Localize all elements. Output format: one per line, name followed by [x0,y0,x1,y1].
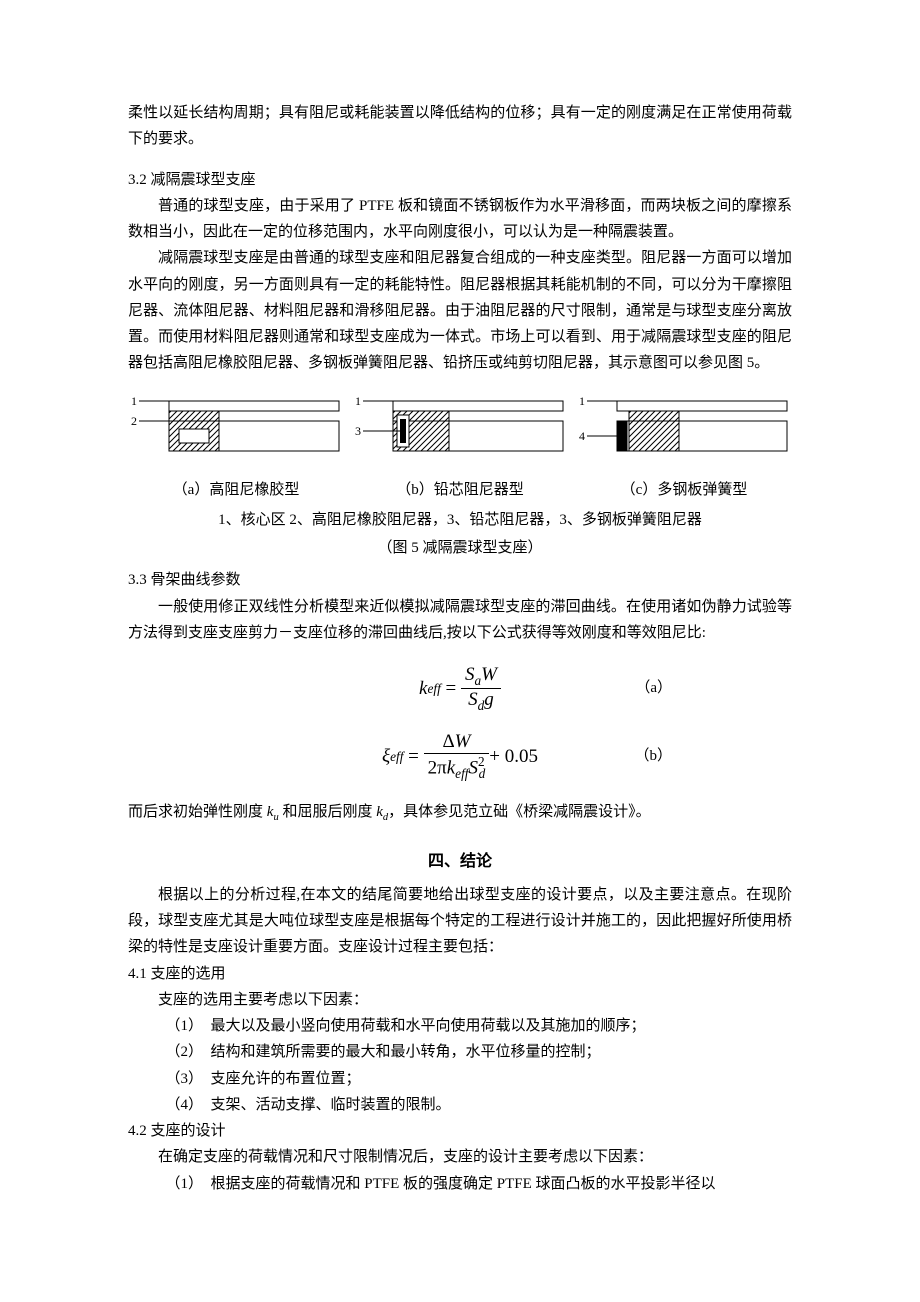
figure-5b: 1 3 （b）铅芯阻尼器型 [352,391,568,503]
sec-4-2-head: 4.2 支座的设计 [128,1118,792,1144]
sec33-p2-kd: k [376,804,383,820]
intro-tail: 柔性以延长结构周期；具有阻尼或耗能装置以降低结构的位移；具有一定的刚度满足在正常… [128,100,792,153]
eq-a-k: k [419,672,427,705]
eq-a-eq: = [441,672,461,705]
sec-4-2-intro: 在确定支座的荷载情况和尺寸限制情况后，支座的设计主要考虑以下因素： [128,1144,792,1170]
svg-text:1: 1 [131,394,137,408]
eq-b-den-S: S [468,757,478,778]
svg-text:1: 1 [355,394,361,408]
sec33-p2-c: ，具体参见范立础《桥梁减隔震设计》。 [388,804,651,820]
eq-b-frac: ΔW 2πkeffS2d [424,731,490,781]
figure-5a: 1 2 （a）高阻尼橡胶型 [128,391,344,503]
svg-text:1: 1 [579,394,585,408]
sec-4-2-item-1: （1） 根据支座的荷载情况和 PTFE 板的强度确定 PTFE 球面凸板的水平投… [128,1171,792,1197]
sec-3-3-p1: 一般使用修正双线性分析模型来近似模拟减隔震球型支座的滞回曲线。在使用诸如伪静力试… [128,594,792,647]
eq-b-eq: = [403,740,423,773]
eq-a-ksub: eff [427,677,440,700]
sec33-p2-a: 而后求初始弹性刚度 [128,804,267,820]
sec-4-1-item-4: （4） 支架、活动支撑、临时装置的限制。 [128,1092,792,1118]
eq-b-den-2pi: 2π [428,757,447,778]
figure-5a-sub: （a）高阻尼橡胶型 [128,477,344,503]
eq-b-den-ksub: eff [455,766,468,781]
svg-text:2: 2 [131,414,137,428]
figure-5c-svg: 1 4 [579,391,789,471]
eq-b-xi: ξ [382,740,390,773]
svg-text:4: 4 [579,429,585,443]
eq-a-den-S: S [468,689,478,710]
figure-5c: 1 4 （c）多钢板弹簧型 [576,391,792,503]
eq-b-label: （b） [634,743,672,769]
sec-4-1-head: 4.1 支座的选用 [128,961,792,987]
sec-4-title: 四、结论 [128,848,792,876]
sec-4-1-item-3: （3） 支座允许的布置位置； [128,1066,792,1092]
figure-5: 1 2 （a）高阻尼橡胶型 [128,391,792,562]
svg-text:3: 3 [355,424,361,438]
sec-3-2-head: 3.2 减隔震球型支座 [128,167,792,193]
sec-4-1-item-1: （1） 最大以及最小竖向使用荷载和水平向使用荷载以及其施加的顺序； [128,1013,792,1039]
eq-b-num-delta: Δ [442,731,454,752]
eq-a-label: （a） [635,675,672,701]
eq-b-den-k: k [447,757,455,778]
figure-5-row: 1 2 （a）高阻尼橡胶型 [128,391,792,503]
figure-5b-sub: （b）铅芯阻尼器型 [352,477,568,503]
equation-b: ξeff = ΔW 2πkeffS2d + 0.05 （b） [128,731,792,781]
equation-a: keff = SaW Sdg （a） [128,664,792,713]
sec-3-2-p2: 减隔震球型支座是由普通的球型支座和阻尼器复合组成的一种支座类型。阻尼器一方面可以… [128,245,792,376]
figure-5-caption: （图 5 减隔震球型支座） [128,535,792,561]
figure-5-legend: 1、核心区 2、高阻尼橡胶阻尼器，3、铅芯阻尼器，3、多钢板弹簧阻尼器 [128,507,792,533]
eq-b-den-Ssub: d [479,766,486,781]
figure-5b-svg: 1 3 [355,391,565,471]
sec33-p2-b: 和屈服后刚度 [279,804,377,820]
eq-b-xisub: eff [390,745,403,768]
eq-b-num-W: W [455,731,471,752]
sec-3-3-head: 3.3 骨架曲线参数 [128,567,792,593]
sec-4-1-intro: 支座的选用主要考虑以下因素： [128,987,792,1013]
figure-5c-sub: （c）多钢板弹簧型 [576,477,792,503]
figure-5a-svg: 1 2 [131,391,341,471]
eq-b-plus: + 0.05 [489,740,538,773]
sec-4-p1: 根据以上的分析过程,在本文的结尾简要地给出球型支座的设计要点，以及主要注意点。在… [128,882,792,961]
sec-3-3-p2: 而后求初始弹性刚度 ku 和屈服后刚度 kd，具体参见范立础《桥梁减隔震设计》。 [128,799,792,827]
eq-a-den-g: g [484,689,494,710]
sec-3-2-p1: 普通的球型支座，由于采用了 PTFE 板和镜面不锈钢板作为水平滑移面，而两块板之… [128,193,792,246]
page: 柔性以延长结构周期；具有阻尼或耗能装置以降低结构的位移；具有一定的刚度满足在正常… [0,0,920,1257]
eq-a-frac: SaW Sdg [461,664,501,713]
eq-a-num-W: W [481,664,497,685]
sec-4-1-item-2: （2） 结构和建筑所需要的最大和最小转角，水平位移量的控制； [128,1039,792,1065]
